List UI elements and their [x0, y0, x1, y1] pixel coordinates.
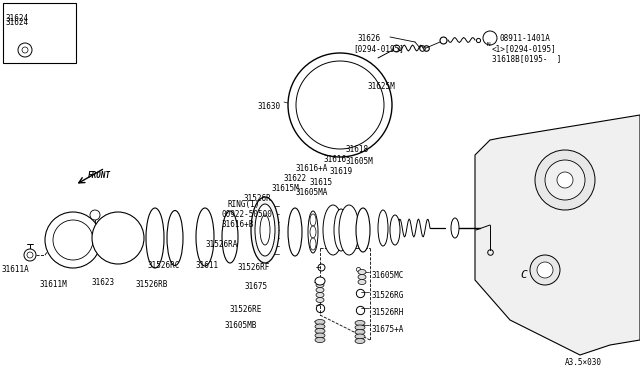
Ellipse shape [260, 215, 270, 245]
Circle shape [545, 160, 585, 200]
Ellipse shape [323, 205, 343, 255]
Text: 31630: 31630 [258, 102, 281, 111]
Ellipse shape [356, 208, 370, 252]
Text: 31611A: 31611A [2, 265, 29, 274]
Text: 31526RF: 31526RF [237, 263, 270, 272]
Text: 31526RB: 31526RB [135, 280, 168, 289]
Circle shape [296, 61, 384, 149]
Ellipse shape [196, 208, 214, 266]
Circle shape [535, 150, 595, 210]
Ellipse shape [451, 218, 459, 238]
Text: 31611: 31611 [195, 261, 218, 270]
Text: 31616: 31616 [323, 155, 346, 164]
Text: 31622: 31622 [283, 174, 306, 183]
Circle shape [24, 249, 36, 261]
Ellipse shape [315, 324, 325, 329]
Text: 31626: 31626 [358, 34, 381, 43]
Ellipse shape [310, 238, 316, 250]
Text: 31605M: 31605M [345, 157, 372, 166]
Bar [3, 3, 76, 63]
Circle shape [530, 255, 560, 285]
Text: N: N [487, 42, 491, 47]
Ellipse shape [355, 325, 365, 330]
Circle shape [45, 212, 101, 268]
Ellipse shape [358, 275, 366, 279]
Text: <1>[0294-0195]: <1>[0294-0195] [492, 44, 557, 53]
Circle shape [53, 220, 93, 260]
Ellipse shape [222, 211, 238, 263]
Ellipse shape [358, 269, 366, 275]
Ellipse shape [339, 205, 359, 255]
Text: 31605MB: 31605MB [225, 321, 257, 330]
Ellipse shape [316, 298, 324, 302]
Ellipse shape [390, 215, 400, 245]
Text: 08911-1401A: 08911-1401A [499, 34, 550, 43]
Ellipse shape [355, 339, 365, 343]
Ellipse shape [316, 282, 324, 288]
Text: 31618B[0195-  ]: 31618B[0195- ] [492, 54, 561, 63]
Ellipse shape [288, 208, 302, 256]
Circle shape [483, 31, 497, 45]
Circle shape [557, 172, 573, 188]
Text: 31526RG: 31526RG [372, 291, 404, 300]
Ellipse shape [251, 197, 279, 263]
Ellipse shape [358, 279, 366, 285]
Ellipse shape [378, 210, 388, 246]
Circle shape [537, 262, 553, 278]
Text: 31616+B: 31616+B [221, 220, 253, 229]
Text: 00922-50500: 00922-50500 [221, 210, 272, 219]
Ellipse shape [255, 204, 275, 256]
Text: 31625M: 31625M [368, 82, 396, 91]
Text: 31618: 31618 [345, 145, 368, 154]
Ellipse shape [316, 292, 324, 298]
Text: 31624: 31624 [6, 14, 29, 23]
Text: 31615: 31615 [310, 178, 333, 187]
Circle shape [92, 212, 144, 264]
Text: 31526RE: 31526RE [230, 305, 262, 314]
Ellipse shape [310, 226, 316, 238]
Ellipse shape [315, 333, 325, 338]
Ellipse shape [167, 211, 183, 266]
Ellipse shape [308, 211, 318, 253]
Text: 31526R: 31526R [244, 194, 272, 203]
Ellipse shape [316, 288, 324, 292]
Text: 31611M: 31611M [40, 280, 68, 289]
Text: 31605MA: 31605MA [295, 188, 328, 197]
Text: RING(1): RING(1) [228, 200, 260, 209]
Ellipse shape [146, 208, 164, 268]
Text: A3.5×030: A3.5×030 [565, 358, 602, 367]
Polygon shape [475, 115, 640, 355]
Circle shape [27, 252, 33, 258]
Ellipse shape [355, 321, 365, 326]
Text: 31616+A: 31616+A [296, 164, 328, 173]
Text: C: C [520, 270, 527, 280]
Text: FRONT: FRONT [88, 171, 111, 180]
Text: 31624: 31624 [6, 18, 29, 27]
Text: 31623: 31623 [92, 278, 115, 287]
Ellipse shape [355, 334, 365, 339]
Ellipse shape [315, 328, 325, 334]
Ellipse shape [315, 277, 325, 285]
Circle shape [90, 210, 100, 220]
Text: 31615M: 31615M [272, 184, 300, 193]
Circle shape [288, 53, 392, 157]
Text: 31605MC: 31605MC [372, 271, 404, 280]
Ellipse shape [310, 214, 316, 226]
Ellipse shape [315, 320, 325, 324]
Text: 31675: 31675 [245, 282, 268, 291]
Ellipse shape [315, 337, 325, 343]
Text: 31526RA: 31526RA [205, 240, 237, 249]
Text: 31619: 31619 [330, 167, 353, 176]
Text: 31526RC: 31526RC [148, 261, 180, 270]
Text: 31675+A: 31675+A [372, 325, 404, 334]
Text: 31526RH: 31526RH [372, 308, 404, 317]
Circle shape [18, 43, 32, 57]
Ellipse shape [334, 209, 348, 251]
Circle shape [22, 47, 28, 53]
Text: [0294-0195]: [0294-0195] [353, 44, 404, 53]
Ellipse shape [355, 330, 365, 334]
